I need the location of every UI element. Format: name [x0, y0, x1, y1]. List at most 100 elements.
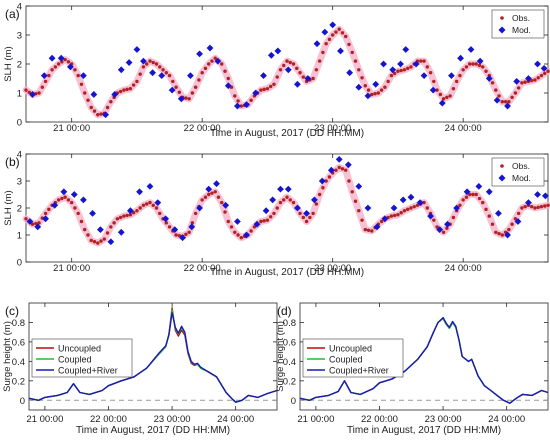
obs-point	[43, 79, 48, 84]
model-point	[177, 95, 185, 103]
obs-point	[409, 65, 413, 69]
model-point	[390, 204, 398, 212]
model-point	[304, 75, 312, 82]
obs-point	[154, 62, 159, 66]
model-point	[504, 231, 511, 239]
model-point	[60, 188, 68, 196]
obs-point	[314, 68, 319, 72]
model-point	[448, 72, 455, 79]
model-point	[493, 96, 501, 104]
obs-point	[118, 215, 123, 220]
obs-point	[158, 65, 162, 69]
obs-point	[412, 204, 416, 209]
obs-point	[272, 82, 276, 87]
obs-point	[445, 95, 449, 100]
obs-point	[138, 72, 142, 76]
obs-point	[490, 81, 495, 85]
obs-point	[392, 213, 397, 218]
y-tick-label: 0.6	[12, 337, 25, 348]
model-point	[485, 188, 493, 196]
obs-point	[282, 63, 286, 68]
x-tick-label: 22 00:00	[361, 414, 398, 425]
obs-point	[27, 90, 31, 94]
obs-point	[432, 79, 436, 84]
obs-point	[402, 209, 407, 213]
obs-point	[128, 86, 133, 91]
y-tick-label: 0.8	[283, 318, 296, 329]
y-tick-label: 1	[17, 231, 22, 242]
chart-panel-b: 21 00:00 22 00:00 23 00:00 24 00:00 0 1 2 3 4 Tim…	[3, 150, 550, 278]
obs-point	[213, 190, 217, 194]
x-tick-label: 23 00:00	[154, 414, 191, 425]
y-tick-label: 0.8	[12, 318, 25, 329]
model-point	[407, 193, 415, 201]
model-point	[252, 89, 260, 97]
obs-point	[415, 203, 420, 207]
obs-point	[164, 71, 168, 75]
obs-point	[533, 206, 537, 210]
obs-point	[330, 33, 335, 37]
obs-point	[278, 68, 283, 72]
model-point	[243, 101, 250, 108]
obs-point	[379, 88, 384, 92]
obs-point	[448, 94, 452, 98]
obs-point	[109, 225, 113, 229]
obs-point	[422, 200, 426, 205]
x-tick-label: 22 00:00	[90, 414, 127, 425]
obs-point	[494, 230, 498, 234]
obs-point	[210, 191, 214, 195]
obs-point	[272, 211, 276, 216]
model-point	[329, 21, 337, 29]
model-point	[346, 69, 354, 77]
obs-point	[481, 200, 485, 205]
obs-point	[125, 87, 129, 92]
obs-point	[386, 79, 390, 84]
obs-point	[543, 71, 547, 76]
obs-point	[86, 233, 90, 237]
model-point	[213, 180, 220, 188]
obs-point	[73, 206, 77, 210]
model-point	[222, 201, 230, 209]
obs-point	[151, 203, 155, 207]
model-point	[427, 212, 434, 220]
model-point	[344, 161, 352, 169]
panel-label: (d)	[277, 304, 292, 318]
obs-point	[464, 195, 469, 199]
model-point	[66, 63, 74, 71]
y-tick-label: 4	[17, 2, 22, 13]
x-tick-label: 21 00:00	[53, 123, 90, 134]
obs-point	[122, 214, 126, 218]
obs-point	[334, 30, 338, 34]
obs-point	[513, 217, 518, 221]
model-point	[327, 166, 335, 174]
obs-point	[112, 221, 116, 225]
model-point	[453, 204, 461, 212]
legend-obs-label: Obs.	[512, 13, 530, 23]
model-point	[196, 204, 203, 212]
obs-point	[60, 196, 64, 201]
model-point	[171, 226, 179, 233]
obs-point	[383, 85, 387, 89]
obs-point	[471, 192, 475, 197]
model-point	[429, 86, 437, 94]
model-point	[40, 72, 48, 79]
obs-point	[79, 219, 84, 224]
obs-point	[268, 84, 273, 89]
obs-point	[122, 88, 126, 92]
model-point	[57, 54, 65, 62]
obs-point	[529, 78, 534, 83]
obs-point	[174, 233, 178, 237]
obs-point	[37, 221, 41, 225]
model-point	[381, 215, 389, 223]
legend-box	[31, 338, 133, 378]
model-point	[525, 199, 532, 206]
obs-point	[422, 59, 426, 63]
x-axis-label: Time in August, 2017 (DD HH:MM)	[76, 425, 230, 436]
model-point	[168, 86, 176, 94]
obs-point	[516, 86, 521, 90]
obs-point	[337, 165, 341, 170]
model-point	[253, 220, 261, 228]
legend: Obs. Mod.	[491, 9, 545, 39]
obs-point	[288, 198, 292, 202]
